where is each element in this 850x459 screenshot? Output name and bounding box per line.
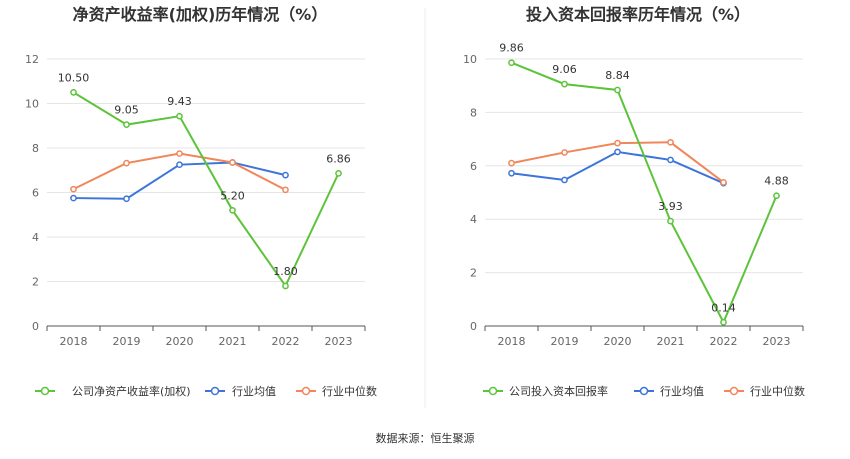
data-label: 9.43: [167, 95, 192, 108]
y-tick-label: 6: [32, 187, 39, 200]
x-tick-label: 2018: [60, 335, 88, 348]
data-point: [282, 171, 289, 179]
data-point: [123, 195, 130, 203]
legend-marker[interactable]: [488, 386, 498, 396]
data-point: [773, 192, 780, 200]
data-point: [561, 149, 568, 156]
legend-label[interactable]: 公司投入资本回报率: [509, 384, 608, 398]
data-point: [123, 121, 130, 128]
x-tick-label: 2022: [272, 335, 300, 348]
data-point: [70, 194, 77, 202]
y-tick-label: 8: [470, 106, 477, 119]
legend-marker[interactable]: [639, 386, 649, 396]
y-tick-label: 4: [32, 231, 39, 244]
data-point: [282, 186, 289, 194]
x-tick-label: 2023: [763, 335, 791, 348]
data-point: [667, 217, 674, 225]
data-point: [176, 150, 183, 157]
legend-label[interactable]: 行业中位数: [750, 384, 805, 398]
data-label: 1.80: [273, 265, 298, 278]
chart-title: 投入资本回报率历年情况（%）: [526, 5, 750, 24]
legend-label[interactable]: 公司净资产收益率(加权): [72, 384, 191, 398]
data-point: [561, 80, 568, 88]
x-tick-label: 2019: [551, 335, 579, 348]
data-label: 0.14: [711, 301, 736, 314]
legend-label[interactable]: 行业均值: [660, 385, 704, 398]
x-tick-label: 2023: [325, 335, 353, 348]
data-point: [282, 282, 289, 290]
data-point: [720, 179, 727, 186]
data-point: [508, 159, 515, 167]
data-label: 9.05: [114, 104, 139, 117]
x-tick-label: 2021: [219, 335, 247, 348]
data-point: [229, 206, 236, 214]
data-point: [614, 148, 621, 156]
legend-label[interactable]: 行业均值: [232, 385, 276, 398]
data-label: 9.06: [552, 63, 577, 76]
data-point: [508, 169, 515, 177]
data-point: [229, 159, 236, 166]
data-label: 8.84: [605, 69, 630, 82]
data-point: [335, 170, 342, 177]
data-label: 9.86: [499, 42, 524, 55]
legend-marker[interactable]: [40, 386, 50, 396]
data-label: 10.50: [58, 71, 90, 84]
data-label: 4.88: [764, 175, 789, 188]
data-point: [667, 156, 674, 164]
data-point: [561, 176, 568, 184]
x-tick-label: 2020: [604, 335, 632, 348]
x-tick-label: 2022: [710, 335, 738, 348]
data-point: [70, 185, 77, 193]
data-source: 数据来源：恒生聚源: [376, 431, 475, 445]
chart-title: 净资产收益率(加权)历年情况（%）: [73, 5, 328, 24]
data-point: [176, 161, 183, 169]
y-tick-label: 0: [32, 320, 39, 333]
roe-chart: 净资产收益率(加权)历年情况（%） 0 2 4 6 8 10 12 2018 2019 2020 20…: [25, 5, 377, 398]
legend-marker[interactable]: [729, 386, 739, 396]
data-point: [614, 139, 621, 147]
data-point: [70, 89, 77, 96]
y-tick-label: 10: [25, 98, 39, 111]
y-tick-label: 6: [470, 160, 477, 173]
data-point: [667, 138, 674, 146]
series-line: [72, 91, 340, 288]
y-tick-label: 8: [32, 142, 39, 155]
data-label: 6.86: [326, 152, 351, 165]
legend-marker[interactable]: [301, 386, 311, 396]
x-tick-label: 2020: [166, 335, 194, 348]
data-point: [176, 112, 183, 120]
data-point: [614, 86, 621, 94]
x-tick-label: 2019: [113, 335, 141, 348]
y-tick-label: 4: [470, 213, 477, 226]
legend-label[interactable]: 行业中位数: [322, 384, 377, 398]
y-tick-label: 2: [32, 276, 39, 289]
data-point: [508, 59, 515, 67]
x-tick-label: 2018: [498, 335, 526, 348]
data-label: 3.93: [658, 200, 683, 213]
data-point: [720, 318, 727, 326]
y-tick-label: 0: [470, 320, 477, 333]
y-tick-label: 10: [463, 53, 477, 66]
y-tick-label: 2: [470, 267, 477, 280]
x-tick-label: 2021: [657, 335, 685, 348]
data-label: 5.20: [220, 189, 245, 202]
data-point: [123, 159, 130, 167]
series-line: [511, 61, 778, 325]
roic-chart: 投入资本回报率历年情况（%） 0 2 4 6 8 10 2018 2019 2020 2021 202…: [463, 5, 805, 398]
legend-marker[interactable]: [210, 386, 220, 396]
series-line: [73, 152, 286, 191]
y-tick-label: 12: [25, 53, 39, 66]
